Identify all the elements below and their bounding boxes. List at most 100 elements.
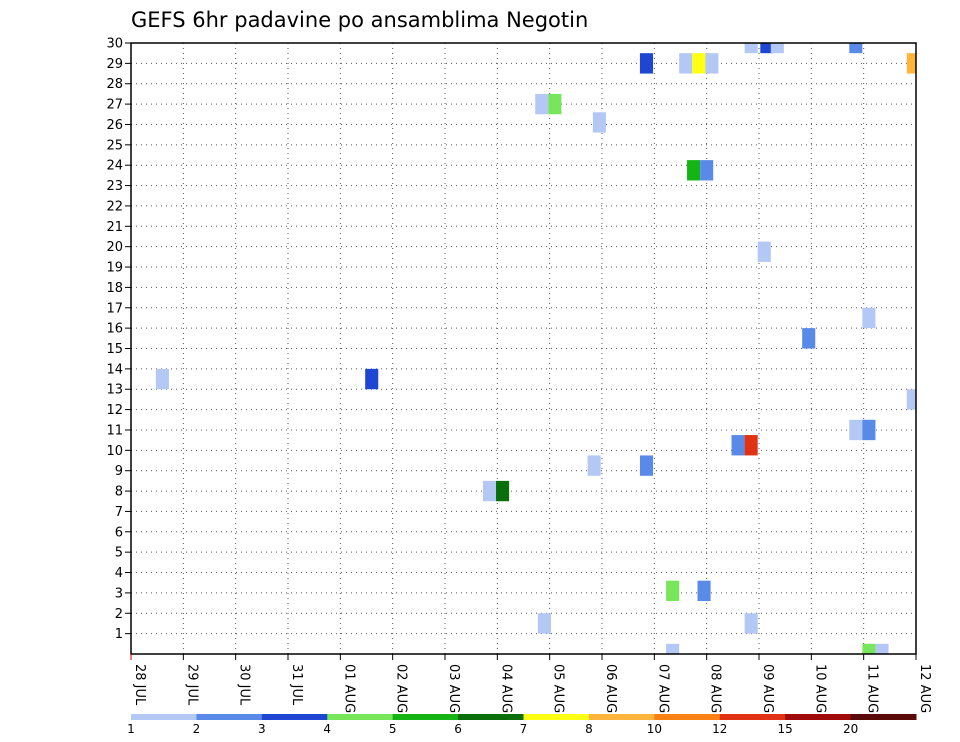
x-tick-label: 31 JUL [289, 664, 304, 706]
precip-cell [535, 93, 549, 115]
precip-cell [744, 43, 758, 54]
x-tick-label: 02 AUG [394, 664, 409, 713]
precip-cell [587, 455, 601, 476]
precip-cell [849, 419, 863, 441]
y-tick-label: 14 [106, 362, 123, 377]
colorbar-label: 12 [712, 722, 727, 736]
precip-cell [849, 43, 863, 54]
precip-cell [155, 368, 169, 390]
y-tick-label: 28 [106, 77, 123, 92]
grid-lines [131, 42, 916, 654]
precip-cell [760, 43, 774, 54]
y-tick-label: 15 [106, 342, 123, 357]
y-tick-label: 2 [115, 607, 123, 622]
precip-cell [862, 643, 876, 654]
colorbar-label: 10 [647, 722, 662, 736]
x-tick-label: 09 AUG [760, 664, 775, 713]
precip-cell [757, 241, 771, 262]
colorbar: 1 2 3 4 5 6 7 8 10 12 15 20 [127, 714, 917, 736]
precip-cell [592, 112, 606, 133]
colorbar-swatch [850, 714, 917, 720]
colorbar-swatch [719, 714, 786, 720]
y-tick-label: 19 [106, 261, 123, 276]
y-tick-label: 29 [106, 57, 123, 72]
colorbar-swatch [458, 714, 524, 720]
precip-cell [906, 389, 916, 410]
precip-cell [666, 643, 680, 654]
precip-cell [496, 480, 510, 502]
precip-cell [705, 53, 719, 74]
colorbar-swatch [392, 714, 459, 720]
y-tick-label: 8 [115, 485, 123, 500]
precip-cell [744, 613, 758, 634]
y-tick-label: 7 [115, 505, 123, 520]
y-tick-label: 30 [106, 37, 123, 52]
y-tick-label: 5 [115, 546, 123, 561]
y-tick-label: 20 [106, 240, 123, 255]
x-tick-label: 11 AUG [865, 664, 880, 713]
precip-cell [365, 368, 379, 390]
y-tick-label: 25 [106, 138, 123, 153]
precip-cell [802, 328, 816, 349]
colorbar-label: 1 [127, 722, 135, 736]
x-tick-label: 07 AUG [655, 664, 670, 713]
precip-cell [875, 643, 889, 654]
colorbar-swatch [327, 714, 394, 720]
y-tick-label: 27 [106, 98, 123, 113]
x-tick-label: 10 AUG [812, 664, 827, 713]
y-tick-label: 21 [106, 220, 123, 235]
precip-cell [679, 53, 693, 74]
colorbar-swatch [785, 714, 852, 720]
x-tick-label: 01 AUG [341, 664, 356, 713]
colorbar-label: 3 [258, 722, 266, 736]
colorbar-swatch [588, 714, 655, 720]
precip-cell [700, 160, 714, 181]
colorbar-swatch [196, 714, 263, 720]
x-tick-label: 08 AUG [708, 664, 723, 713]
colorbar-swatch [523, 714, 590, 720]
precipitation-cells [155, 43, 916, 654]
y-tick-label: 6 [115, 525, 123, 540]
y-tick-label: 9 [115, 464, 123, 479]
y-tick-label: 18 [106, 281, 123, 296]
precip-cell [537, 613, 551, 634]
colorbar-label: 5 [389, 722, 397, 736]
precip-cell [731, 435, 745, 456]
plot-frame [130, 42, 917, 655]
colorbar-label: 8 [585, 722, 593, 736]
y-tick-label: 17 [106, 301, 123, 316]
colorbar-label: 4 [323, 722, 331, 736]
y-tick-label: 22 [106, 199, 123, 214]
precip-cell [770, 43, 784, 54]
y-tick-label: 26 [106, 118, 123, 133]
precip-cell [666, 580, 680, 602]
precip-cell [692, 53, 706, 74]
precip-cell [862, 419, 876, 441]
y-tick-label: 13 [106, 383, 123, 398]
y-tick-label: 24 [106, 159, 123, 174]
x-tick-label: 28 JUL [132, 664, 147, 706]
x-axis: 28 JUL 29 JUL 30 JUL 31 JUL 01 AUG 02 AUG 03 A… [130, 654, 932, 713]
y-tick-label: 3 [115, 586, 123, 601]
precip-cell [639, 53, 654, 74]
x-tick-label: 05 AUG [551, 664, 566, 713]
y-tick-label: 12 [106, 403, 123, 418]
x-tick-label: 03 AUG [446, 664, 461, 713]
y-tick-label: 4 [115, 566, 123, 581]
y-tick-label: 11 [106, 423, 123, 438]
y-axis: 1234567891011121314151617181920212223242… [106, 37, 131, 642]
precip-cell [639, 455, 654, 476]
precip-cell [906, 53, 916, 74]
x-tick-label: 04 AUG [498, 664, 513, 713]
precip-cell [697, 580, 711, 602]
x-tick-label: 30 JUL [237, 664, 252, 706]
x-tick-label: 12 AUG [917, 664, 932, 713]
colorbar-label: 20 [843, 722, 858, 736]
precip-cell [482, 480, 497, 502]
y-tick-label: 23 [106, 179, 123, 194]
chart-title: GEFS 6hr padavine po ansamblima Negotin [131, 8, 588, 32]
precip-cell [687, 160, 701, 181]
y-tick-label: 1 [115, 627, 123, 642]
colorbar-label: 6 [454, 722, 462, 736]
